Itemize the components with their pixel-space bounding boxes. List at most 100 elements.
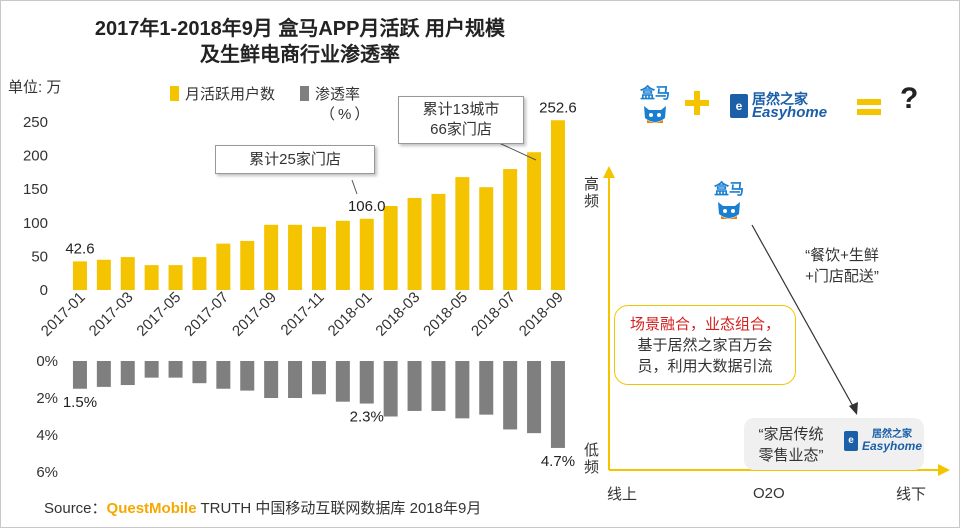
callout-stores-66: 累计13城市 66家门店 <box>398 96 524 144</box>
hema-quote-line1: “餐饮+生鲜 <box>805 247 879 264</box>
mau-bar <box>216 243 231 290</box>
mau-bar <box>240 240 255 290</box>
x-tick-label: 2017-07 <box>181 289 232 340</box>
penetration-bar <box>144 361 159 378</box>
title-line-1: 2017年1-2018年9月 盒马APP月活跃 用户规模 <box>94 18 506 40</box>
penetration-bar <box>72 361 87 389</box>
x-tick-label: 2017-09 <box>229 289 280 340</box>
mau-bar <box>407 197 422 290</box>
penetration-bar <box>431 361 446 411</box>
hema-mascot-icon-matrix <box>718 202 740 219</box>
x-tick-label: 2017-03 <box>86 289 137 340</box>
penetration-y-tick-label: 4% <box>36 427 58 444</box>
unit-label: 单位: 万 <box>8 79 62 96</box>
mau-data-label: 106.0 <box>348 198 386 215</box>
easyhome-logo: e 居然之家 Easyhome <box>730 92 827 120</box>
y-axis-low: 低频 <box>584 442 600 476</box>
callout-stores-25-text: 累计25家门店 <box>249 151 341 168</box>
legend-swatch-mau <box>170 86 179 101</box>
equals-icon <box>855 96 883 118</box>
hema-quote-line2: +门店配送” <box>805 268 879 285</box>
penetration-bar <box>550 361 565 448</box>
hema-logo-top: 盒马 <box>640 86 670 124</box>
mau-data-label: 42.6 <box>65 240 94 257</box>
plus-icon <box>682 88 712 118</box>
mau-bar <box>503 169 518 290</box>
strategy-box-line3: 员，利用大数据引流 <box>637 358 773 375</box>
callout-stores-66-line2: 66家门店 <box>430 121 492 138</box>
x-tick-label: 2018-05 <box>420 289 471 340</box>
mau-bar <box>311 226 326 290</box>
penetration-bar <box>168 361 183 378</box>
penetration-bar <box>264 361 279 398</box>
legend-penetration-unit: （%） <box>320 106 373 123</box>
mau-bar <box>527 152 542 290</box>
y-tick-label: 100 <box>23 215 48 232</box>
y-tick-label: 50 <box>31 248 48 265</box>
penetration-bar <box>335 361 350 402</box>
legend-label-mau: 月活跃用户数 <box>185 86 276 103</box>
callout-stores-25: 累计25家门店 <box>215 145 375 174</box>
mau-bar <box>335 220 350 290</box>
mau-bar <box>264 224 279 290</box>
penetration-data-label: 1.5% <box>63 394 97 411</box>
easyhome-en-text: Easyhome <box>752 104 828 121</box>
matrix-y-arrow <box>603 166 615 178</box>
y-axis-high: 高频 <box>584 176 600 210</box>
easyhome-quote: “家居传统 零售业态” <box>748 424 834 466</box>
mau-bar <box>192 257 207 290</box>
matrix-x-arrow <box>938 464 950 476</box>
matrix-arrowhead <box>849 402 858 415</box>
legend-mau: 月活跃用户数 <box>170 83 275 104</box>
source-prefix: Source： <box>44 500 107 517</box>
penetration-bar <box>527 361 542 434</box>
x-tick-label: 2018-09 <box>516 289 567 340</box>
y-tick-label: 150 <box>23 181 48 198</box>
legend-swatch-penetration <box>300 86 309 101</box>
penetration-bar <box>288 361 303 398</box>
easyhome-quote-line2: 零售业态” <box>758 447 824 464</box>
easyhome-cn-text: 居然之家 <box>752 91 808 107</box>
easyhome-quote-line1: “家居传统 <box>758 426 824 443</box>
title-line-2: 及生鲜电商行业渗透率 <box>200 44 400 66</box>
hema-logo: 盒马 <box>640 86 670 124</box>
strategy-box-line2: 基于居然之家百万会 <box>637 337 773 354</box>
penetration-bar <box>455 361 470 419</box>
mau-bar <box>96 259 111 290</box>
strategy-box-line1: 场景融合，业态组合， <box>629 316 780 333</box>
penetration-y-tick-label: 0% <box>36 353 58 370</box>
x-tick-label: 2017-05 <box>133 289 184 340</box>
y-tick-label: 0 <box>40 282 48 299</box>
hema-logo-text: 盒马 <box>640 85 671 102</box>
hema-logo-matrix: 盒马 <box>714 182 744 220</box>
penetration-bar <box>216 361 231 389</box>
penetration-bar <box>359 361 374 404</box>
mau-bar <box>72 261 87 290</box>
callout-stores-66-line1: 累计13城市 <box>422 101 500 118</box>
y-tick-label: 250 <box>23 114 48 131</box>
x-tick-label: 2018-01 <box>325 289 376 340</box>
easyhome-badge-icon: e <box>730 94 748 118</box>
penetration-bar-group <box>72 361 565 448</box>
penetration-data-label: 2.3% <box>350 409 384 426</box>
chart-title: 2017年1-2018年9月 盒马APP月活跃 用户规模 及生鲜电商行业渗透率 <box>40 16 560 68</box>
mau-bar <box>144 265 159 290</box>
penetration-bar <box>120 361 135 386</box>
y-tick-label: 200 <box>23 148 48 165</box>
penetration-bar <box>503 361 518 430</box>
penetration-bar <box>479 361 494 415</box>
x-tick-label: 2017-11 <box>278 289 328 339</box>
mau-bar <box>359 218 374 290</box>
question-mark: ? <box>900 82 919 115</box>
penetration-data-label: 4.7% <box>541 453 575 470</box>
x-axis-offline: 线下 <box>896 486 927 503</box>
mau-bar <box>120 257 135 290</box>
legend-penetration: 渗透率 <box>300 83 360 104</box>
source-rest: TRUTH 中国移动互联网数据库 2018年9月 <box>196 500 482 517</box>
strategy-box: 场景融合，业态组合， 基于居然之家百万会 员，利用大数据引流 <box>614 305 796 385</box>
mau-bar <box>550 120 565 290</box>
x-axis-o2o: O2O <box>753 485 785 502</box>
easyhome-logo-matrix: e 居然之家 Easyhome <box>844 429 922 452</box>
easyhome-badge-icon-matrix: e <box>844 430 858 451</box>
